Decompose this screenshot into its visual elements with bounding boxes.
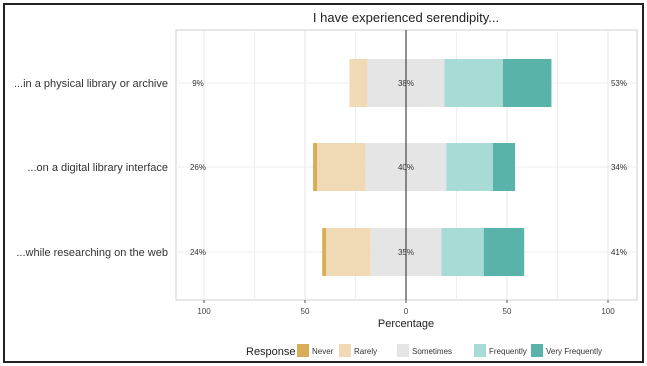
left-percentage-label: 26% [190, 163, 206, 172]
x-tick-label: 100 [197, 307, 211, 316]
bar-segment-frequently [444, 59, 503, 107]
right-percentage-label: 41% [611, 248, 627, 257]
bar-segment-frequently [441, 228, 484, 276]
x-axis-label: Percentage [378, 318, 434, 330]
bar-segment-frequently [446, 143, 493, 191]
left-percentage-label: 24% [190, 248, 206, 257]
category-label: ...in a physical library or archive [14, 78, 168, 90]
x-tick-label: 0 [404, 307, 409, 316]
x-tick-label: 50 [503, 307, 512, 316]
legend-swatch-sometimes [397, 344, 409, 357]
category-label: ...while researching on the web [16, 247, 168, 259]
bar-segment-rarely [349, 59, 368, 107]
legend-label: Very Frequently [546, 347, 602, 356]
legend-label: Rarely [354, 347, 377, 356]
legend-label: Sometimes [412, 347, 452, 356]
center-percentage-label: 40% [398, 163, 414, 172]
x-tick-label: 50 [301, 307, 310, 316]
bar-segment-never [322, 228, 327, 276]
x-axis: 100 50 0 50 100 [197, 300, 615, 316]
category-label: ...on a digital library interface [27, 162, 168, 174]
percentage-labels: 9% 38% 53% 26% 40% 34% 24% 35% 41% [190, 79, 627, 257]
legend-label: Frequently [489, 347, 527, 356]
legend: Response Never Rarely Sometimes Frequently Ve… [246, 344, 602, 358]
bar-segment-very-frequently [492, 143, 516, 191]
right-percentage-label: 53% [611, 79, 627, 88]
legend-swatch-frequently [474, 344, 486, 357]
legend-label: Never [312, 347, 334, 356]
center-percentage-label: 35% [398, 248, 414, 257]
right-percentage-label: 34% [611, 163, 627, 172]
bars-group [313, 30, 552, 300]
center-percentage-label: 38% [398, 79, 414, 88]
legend-swatch-never [297, 344, 309, 357]
bar-segment-very-frequently [502, 59, 552, 107]
bar-segment-never [313, 143, 318, 191]
legend-title: Response [246, 346, 296, 358]
left-percentage-label: 9% [192, 79, 204, 88]
chart-title: I have experienced serendipity... [313, 10, 499, 25]
bar-segment-rarely [326, 228, 371, 276]
legend-swatch-very-frequently [531, 344, 543, 357]
category-labels: ...in a physical library or archive ...on… [14, 78, 168, 259]
bar-segment-very-frequently [483, 228, 525, 276]
x-tick-label: 100 [601, 307, 615, 316]
bar-segment-rarely [317, 143, 366, 191]
legend-swatch-rarely [339, 344, 351, 357]
